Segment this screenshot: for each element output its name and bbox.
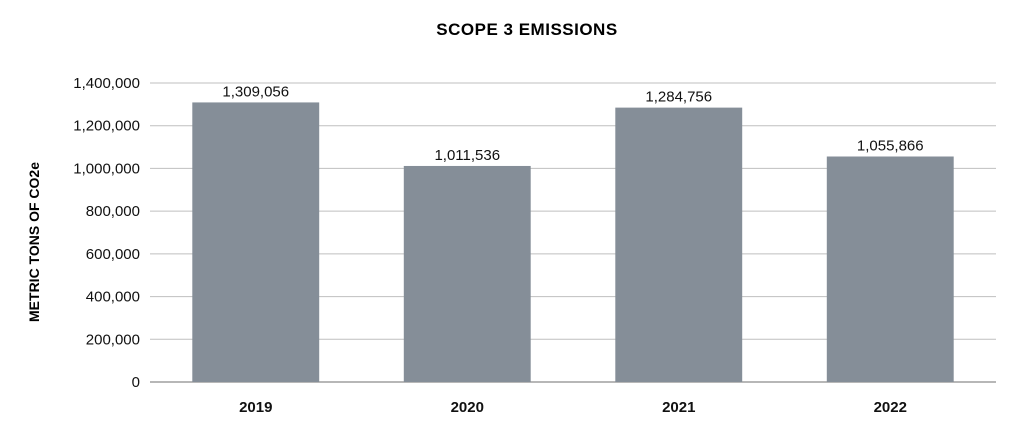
- category-label-2019: 2019: [239, 399, 272, 416]
- bars: [192, 102, 954, 383]
- y-tick-label: 1,000,000: [73, 160, 140, 177]
- bar-2021: [615, 107, 743, 382]
- category-label-2022: 2022: [874, 399, 907, 416]
- y-tick-label: 800,000: [86, 203, 140, 220]
- y-axis-ticks: 0 200,000 400,000 600,000 800,000 1,000,000 1,…: [73, 75, 140, 391]
- y-tick-label: 1,200,000: [73, 118, 140, 135]
- y-tick-label: 200,000: [86, 331, 140, 348]
- y-tick-label: 600,000: [86, 246, 140, 263]
- x-axis-categories: 2019 2020 2021 2022: [239, 399, 907, 416]
- bar-2022: [826, 156, 954, 382]
- y-tick-label: 400,000: [86, 289, 140, 306]
- bar-2020: [403, 165, 531, 382]
- y-axis-label: METRIC TONS OF CO2e: [26, 162, 42, 322]
- data-label-2021: 1,284,756: [645, 89, 712, 106]
- data-labels: 1,309,056 1,011,536 1,284,756 1,055,866: [222, 83, 923, 164]
- data-label-2019: 1,309,056: [222, 83, 289, 100]
- data-label-2022: 1,055,866: [857, 137, 924, 154]
- y-tick-label: 1,400,000: [73, 75, 140, 92]
- data-label-2020: 1,011,536: [434, 147, 500, 164]
- y-tick-label: 0: [132, 374, 140, 391]
- category-label-2021: 2021: [662, 399, 695, 416]
- category-label-2020: 2020: [451, 399, 484, 416]
- bar-2019: [192, 102, 320, 383]
- chart-title: SCOPE 3 EMISSIONS: [436, 20, 617, 39]
